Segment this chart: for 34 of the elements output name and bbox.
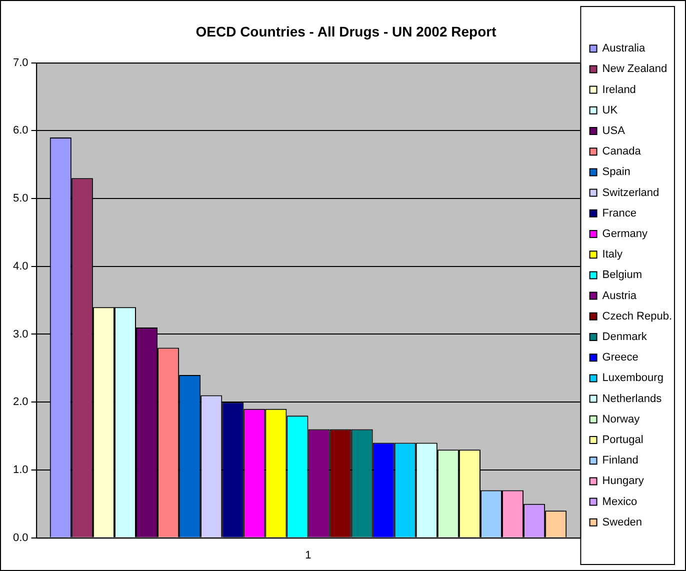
legend-label: Luxembourg [602, 372, 664, 384]
x-tick-label: 1 [305, 549, 312, 562]
legend-label: Greece [602, 352, 638, 364]
legend-label: Ireland [602, 84, 636, 96]
legend-label: Belgium [602, 269, 642, 282]
legend-label: Czech Repub. [602, 310, 672, 322]
legend-label: France [602, 207, 637, 220]
legend-label: Canada [602, 146, 642, 158]
y-tick-label: 3.0 [12, 328, 28, 340]
y-tick-label: 1.0 [12, 464, 28, 476]
legend-label: Germany [602, 228, 648, 240]
y-tick-label: 6.0 [12, 124, 28, 137]
y-tick-label: 2.0 [12, 396, 28, 408]
legend-label: Australia [602, 42, 646, 55]
legend-label: Portugal [602, 434, 644, 446]
legend-label: Sweden [602, 516, 642, 528]
y-tick-label: 5.0 [12, 192, 28, 205]
legend-label: Netherlands [602, 392, 662, 405]
legend-label: Italy [602, 248, 623, 261]
legend-label: Spain [602, 166, 630, 178]
legend-label: Mexico [602, 496, 638, 508]
y-tick-label: 4.0 [12, 260, 28, 272]
legend-label: Denmark [602, 331, 648, 344]
legend-label: New Zealand [602, 63, 668, 76]
legend-label: Finland [602, 454, 638, 467]
legend-label: Norway [602, 413, 640, 426]
legend-label: Hungary [602, 475, 644, 488]
legend-label: UK [602, 104, 618, 116]
legend-label: Switzerland [602, 186, 660, 199]
legend-label: USA [602, 125, 626, 138]
legend-label: Austria [602, 290, 638, 302]
chart-title: OECD Countries - All Drugs - UN 2002 Report [196, 23, 497, 40]
y-tick-label: 0.0 [12, 532, 28, 544]
y-tick-label: 7.0 [12, 56, 28, 69]
